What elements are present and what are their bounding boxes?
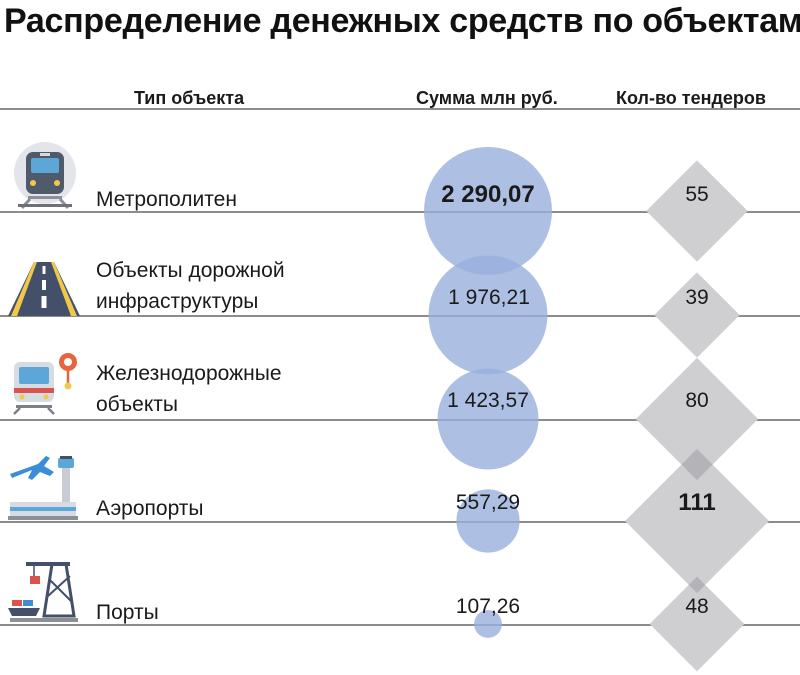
tender-count-diamond-road [654,272,740,358]
amount-label-port: 107,26 [455,595,521,618]
amount-bubble-airport [456,489,520,553]
amount-label-road: 1 976,21 [448,286,530,309]
amount-bubble-railway [437,368,539,470]
count-label-road: 39 [685,286,709,309]
count-label-metro: 55 [685,183,709,206]
diamond-overlap [688,576,706,593]
amount-label-metro: 2 290,07 [441,181,535,208]
amount-bubble-metro [424,147,552,275]
amount-label-railway: 1 423,57 [447,389,529,412]
amount-bubble-port [474,610,502,638]
tender-count-diamond-airport [625,449,769,593]
count-label-airport: 111 [678,489,716,516]
row-divider [0,521,800,523]
port-crane-icon [8,562,78,622]
header-divider [0,108,800,110]
metro-train-icon [14,142,76,209]
railway-train-icon [13,353,77,415]
row-label-airport: Аэропорты [96,497,204,520]
row-divider [0,315,800,317]
diamond-overlap [681,449,713,481]
count-label-railway: 80 [685,389,709,412]
amount-label-airport: 557,29 [455,491,521,514]
row-divider [0,624,800,626]
chart-title: Распределение денежных средств по объект… [4,2,800,40]
row-label-metro: Метрополитен [96,188,237,211]
column-header-type: Тип объекта [134,88,245,108]
row-label-railway: Железнодорожные объекты [96,362,282,416]
row-label-port: Порты [96,601,159,624]
road-icon [8,262,80,316]
amount-bubble-road [428,255,548,375]
tender-count-diamond-railway [635,357,759,481]
column-header-amount: Сумма млн руб. [416,88,558,108]
tender-count-diamond-metro [646,160,748,262]
row-label-road: Объекты дорожной инфраструктуры [96,259,285,313]
row-divider [0,211,800,213]
count-label-port: 48 [685,595,709,618]
row-divider [0,419,800,421]
tender-count-diamond-port [649,576,745,672]
column-header-count: Кол-во тендеров [616,88,766,108]
airport-icon [8,456,78,520]
